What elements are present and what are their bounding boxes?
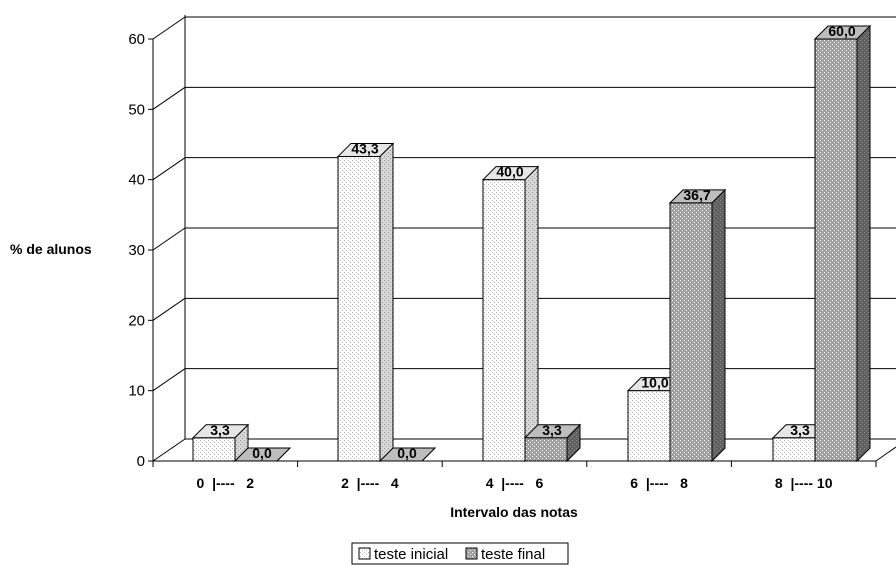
bar-front — [772, 437, 816, 462]
bar-side — [524, 165, 539, 463]
y-tick-label: 20 — [128, 312, 145, 329]
gridline-depth — [152, 227, 186, 251]
y-axis-label: % de alunos — [10, 241, 92, 257]
bar-top — [378, 447, 437, 462]
bar-top — [191, 424, 250, 439]
bar-front — [524, 437, 568, 462]
legend-swatch-teste-inicial — [358, 547, 371, 560]
x-tick-label: 8 |---- 10 — [775, 475, 833, 491]
bar-top — [481, 166, 540, 181]
x-tick-label: 0 |---- 2 — [197, 475, 255, 491]
bar-teste-inicial — [481, 165, 540, 463]
y-tick-label: 10 — [128, 383, 145, 400]
bar-front — [669, 202, 713, 462]
bar-top — [523, 424, 582, 439]
legend-label-teste-inicial: teste inicial — [374, 546, 448, 563]
x-tick-label: 6 |---- 8 — [630, 475, 688, 491]
gridline-depth — [152, 16, 186, 40]
legend-label-teste-final: teste final — [481, 546, 545, 563]
data-label-teste-inicial: 43,3 — [351, 140, 378, 156]
bar-front — [814, 38, 858, 462]
bar-front — [337, 155, 381, 462]
gridline-depth — [152, 157, 186, 181]
y-tick-label: 0 — [137, 453, 145, 470]
bars — [191, 24, 872, 463]
x-tick-label: 4 |---- 6 — [486, 475, 544, 491]
data-label-teste-inicial: 10,0 — [641, 375, 668, 391]
x-axis-label: Intervalo das notas — [450, 504, 578, 520]
gridline-depth — [152, 86, 186, 110]
bar-top — [336, 142, 395, 157]
legend-frame — [351, 542, 569, 565]
data-label-teste-final: 60,0 — [828, 23, 855, 39]
x-tick-label: 2 |---- 4 — [341, 475, 399, 491]
bar-side — [379, 142, 394, 463]
bar-top — [813, 25, 872, 40]
bar-teste-inicial — [336, 142, 395, 463]
bar-teste-final — [813, 24, 872, 463]
data-label-teste-final: 3,3 — [542, 422, 562, 438]
data-label-teste-inicial: 3,3 — [210, 422, 230, 438]
bar-teste-final — [668, 188, 727, 463]
gridline-depth — [152, 438, 186, 462]
y-tick-label: 60 — [128, 31, 145, 48]
data-labels: 3,3 43,3 40,0 10,0 3,3 0,0 0,0 3,3 36,7 60,0 — [210, 23, 856, 461]
bar-top — [233, 447, 292, 462]
data-label-teste-inicial: 40,0 — [496, 164, 523, 180]
gridline-depth — [152, 297, 186, 321]
bar-teste-final — [233, 447, 292, 462]
bar-teste-final — [523, 423, 582, 463]
legend: teste inicial teste final — [351, 542, 569, 565]
data-label-teste-final: 0,0 — [252, 445, 272, 461]
bar-front — [192, 437, 236, 462]
axes: 0 10 20 30 40 50 60 0 |---- 2 2 |---- 4 4 |---- 6… — [128, 31, 877, 491]
data-label-teste-inicial: 3,3 — [790, 422, 810, 438]
data-label-teste-final: 36,7 — [683, 187, 710, 203]
y-tick-label: 30 — [128, 242, 145, 259]
bar-front — [627, 390, 671, 462]
bar-teste-inicial — [191, 423, 250, 463]
data-label-teste-final: 0,0 — [397, 445, 417, 461]
bar-side — [856, 24, 871, 463]
legend-swatch-teste-final — [465, 547, 478, 560]
gridline-depth — [152, 368, 186, 392]
bar-teste-final — [378, 447, 437, 462]
y-tick-label: 50 — [128, 101, 145, 118]
bar-side — [711, 188, 726, 463]
bar-front — [482, 179, 526, 462]
bar-top — [668, 189, 727, 204]
floor-right-edge — [875, 446, 896, 462]
y-tick-label: 40 — [128, 172, 145, 189]
